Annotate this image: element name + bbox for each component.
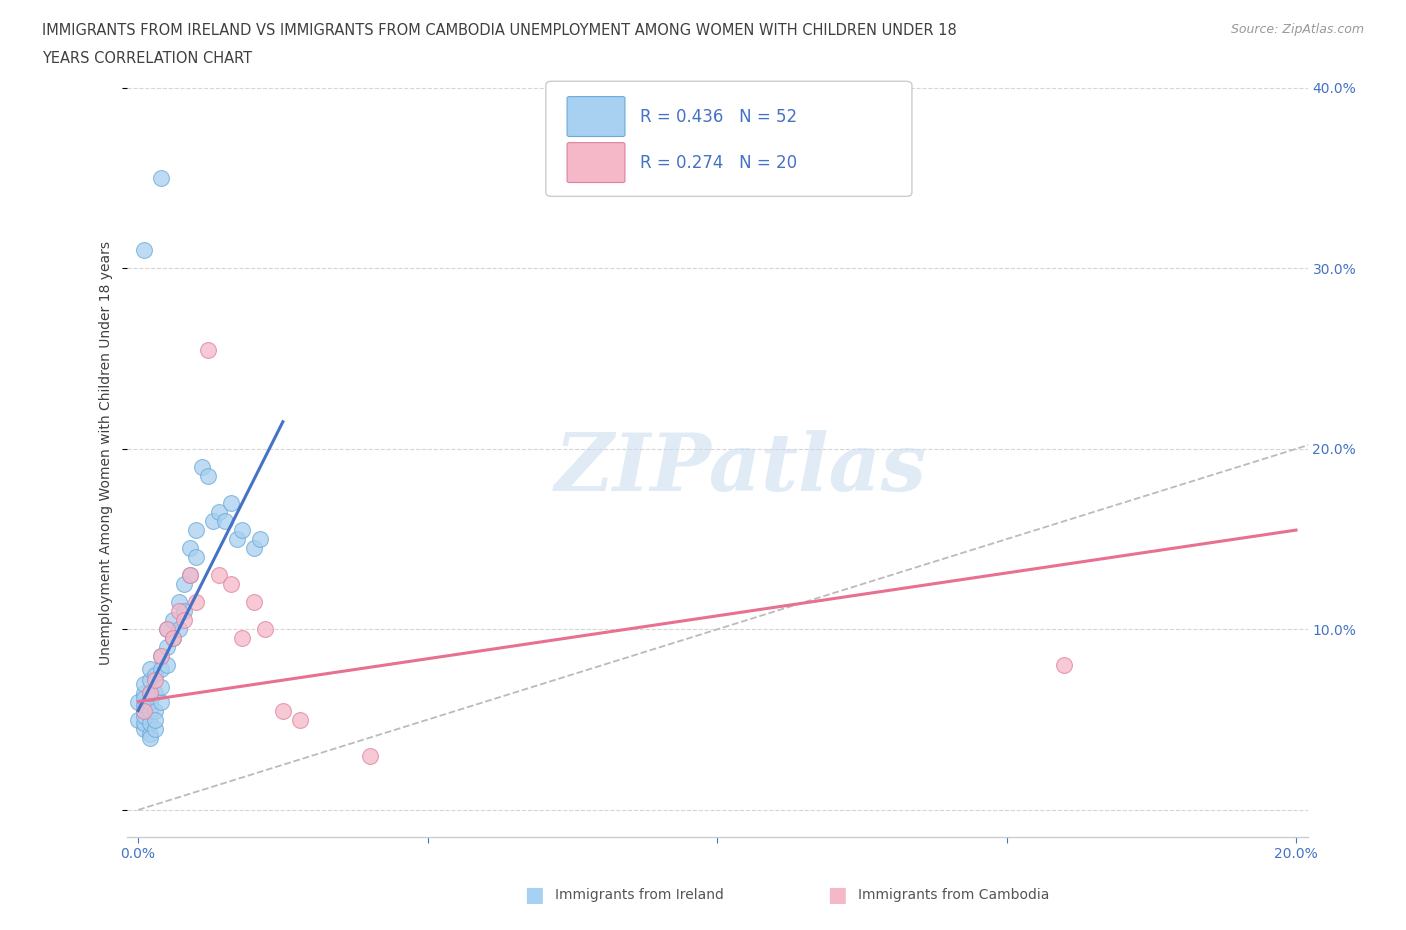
Point	[184, 595, 207, 610]
Point	[138, 661, 160, 676]
Point	[127, 712, 149, 727]
Point	[231, 631, 253, 645]
Point	[132, 243, 155, 258]
Point	[208, 568, 231, 583]
Y-axis label: Unemployment Among Women with Children Under 18 years: Unemployment Among Women with Children U…	[100, 242, 114, 665]
FancyBboxPatch shape	[567, 142, 624, 182]
FancyBboxPatch shape	[546, 81, 912, 196]
Point	[191, 459, 214, 474]
Point	[231, 523, 253, 538]
Text: Immigrants from Ireland: Immigrants from Ireland	[555, 887, 724, 902]
Point	[145, 667, 167, 682]
Point	[173, 613, 195, 628]
Point	[132, 691, 155, 706]
Point	[243, 540, 266, 555]
Point	[173, 604, 195, 618]
Point	[162, 613, 184, 628]
Point	[162, 631, 184, 645]
Point	[150, 694, 173, 709]
Point	[138, 685, 160, 700]
Point	[132, 716, 155, 731]
Point	[167, 622, 190, 637]
FancyBboxPatch shape	[567, 97, 624, 137]
Point	[225, 532, 247, 547]
Point	[167, 604, 190, 618]
Point	[145, 672, 167, 687]
Point	[184, 523, 207, 538]
Point	[202, 513, 225, 528]
Point	[184, 550, 207, 565]
Point	[156, 622, 179, 637]
Point	[132, 709, 155, 724]
Text: R = 0.436   N = 52: R = 0.436 N = 52	[640, 108, 797, 126]
Point	[150, 170, 173, 185]
Point	[145, 685, 167, 700]
Point	[138, 726, 160, 741]
Point	[156, 622, 179, 637]
Point	[197, 469, 219, 484]
Point	[138, 672, 160, 687]
Point	[132, 676, 155, 691]
Point	[290, 712, 312, 727]
Point	[254, 622, 277, 637]
Point	[173, 577, 195, 591]
Point	[156, 640, 179, 655]
Point	[1053, 658, 1076, 673]
Text: ■: ■	[524, 884, 544, 905]
Point	[271, 703, 294, 718]
Point	[145, 712, 167, 727]
Text: ZIPatlas: ZIPatlas	[554, 430, 927, 508]
Text: Immigrants from Cambodia: Immigrants from Cambodia	[858, 887, 1049, 902]
Point	[359, 749, 381, 764]
Point	[162, 631, 184, 645]
Point	[179, 540, 201, 555]
Point	[243, 595, 266, 610]
Text: IMMIGRANTS FROM IRELAND VS IMMIGRANTS FROM CAMBODIA UNEMPLOYMENT AMONG WOMEN WIT: IMMIGRANTS FROM IRELAND VS IMMIGRANTS FR…	[42, 23, 957, 38]
Point	[138, 703, 160, 718]
Point	[127, 694, 149, 709]
Text: YEARS CORRELATION CHART: YEARS CORRELATION CHART	[42, 51, 252, 66]
Point	[179, 568, 201, 583]
Point	[208, 505, 231, 520]
Point	[132, 703, 155, 718]
Point	[138, 716, 160, 731]
Point	[150, 649, 173, 664]
Point	[179, 568, 201, 583]
Point	[156, 658, 179, 673]
Point	[132, 698, 155, 712]
Point	[150, 661, 173, 676]
Point	[138, 685, 160, 700]
Point	[197, 342, 219, 357]
Point	[249, 532, 271, 547]
Point	[132, 722, 155, 737]
Point	[150, 649, 173, 664]
Point	[219, 496, 242, 511]
Point	[138, 730, 160, 745]
Point	[145, 703, 167, 718]
Point	[167, 595, 190, 610]
Point	[219, 577, 242, 591]
Point	[150, 680, 173, 695]
Text: R = 0.274   N = 20: R = 0.274 N = 20	[640, 153, 797, 172]
Point	[138, 694, 160, 709]
Point	[145, 722, 167, 737]
Point	[214, 513, 236, 528]
Point	[132, 685, 155, 700]
Point	[132, 703, 155, 718]
Text: ■: ■	[827, 884, 846, 905]
Text: Source: ZipAtlas.com: Source: ZipAtlas.com	[1230, 23, 1364, 36]
